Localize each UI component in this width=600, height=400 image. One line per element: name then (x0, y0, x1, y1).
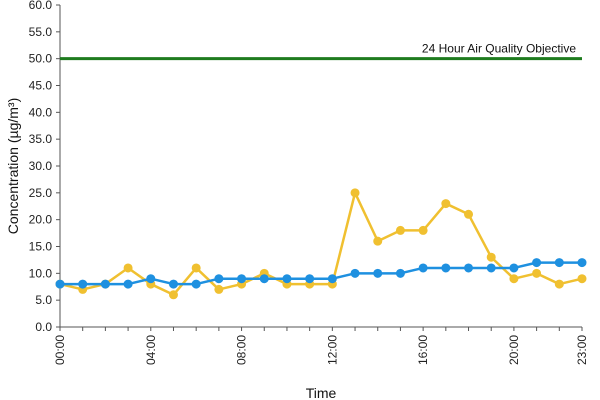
axes-layer: 0.0 5.0 10.0 15.0 20.0 25.0 30.0 35.0 40.0 45.0 50… (29, 0, 589, 365)
objective-label: 24 Hour Air Quality Objective (422, 42, 576, 56)
series-1-point (395, 225, 405, 235)
y-axis-title: Concentration (µg/m³) (5, 98, 21, 234)
series-1-point (373, 236, 383, 246)
series-2-point (55, 279, 65, 289)
series-2-point (554, 258, 564, 268)
series-2-point (100, 279, 110, 289)
series-2-line (60, 261, 582, 286)
series-1-point (418, 225, 428, 235)
series-2-point (577, 258, 587, 268)
series-2-point (350, 268, 360, 278)
series-1-point (191, 263, 201, 273)
series-1-point (441, 199, 451, 209)
series-1-point (350, 188, 360, 198)
series-1-point (532, 268, 542, 278)
series-2-point (168, 279, 178, 289)
series-1-line (59, 191, 583, 297)
series-2-point (373, 268, 383, 278)
x-tick-label: 16:00 (416, 335, 430, 365)
series-2-point (259, 274, 269, 284)
series-2-point (509, 263, 519, 273)
series-1-point (554, 279, 564, 289)
series-layer (55, 188, 587, 300)
y-tick-label: 20.0 (29, 213, 53, 227)
x-tick-label: 08:00 (235, 335, 249, 365)
x-tick-label: 00:00 (53, 335, 67, 365)
series-2-point (486, 263, 496, 273)
series-2-point (191, 279, 201, 289)
x-tick-label: 20:00 (507, 335, 521, 365)
y-tick-label: 10.0 (29, 266, 53, 280)
series-2-point (78, 279, 88, 289)
series-1-point (168, 290, 178, 300)
y-tick-label: 0.0 (35, 320, 52, 334)
y-tick-label: 30.0 (29, 159, 53, 173)
series-1-point (509, 274, 519, 284)
series-1-point (464, 209, 474, 219)
series-2-point (123, 279, 133, 289)
series-1-point (214, 284, 224, 294)
series-2-point (395, 268, 405, 278)
y-tick-label: 55.0 (29, 25, 53, 39)
y-tick-label: 35.0 (29, 132, 53, 146)
x-tick-label: 23:00 (575, 335, 589, 365)
y-tick-label: 45.0 (29, 79, 53, 93)
series-2-point (532, 258, 542, 268)
x-axis-title: Time (306, 385, 337, 400)
y-tick-label: 5.0 (35, 293, 52, 307)
series-2-point (305, 274, 315, 284)
series-2-point (146, 274, 156, 284)
series-2-point (464, 263, 474, 273)
series-2-point (282, 274, 292, 284)
series-1-point (123, 263, 133, 273)
series-2-point (418, 263, 428, 273)
y-tick-label: 40.0 (29, 105, 53, 119)
y-tick-label: 60.0 (29, 0, 53, 12)
y-tick-label: 15.0 (29, 240, 53, 254)
series-2-point (327, 274, 337, 284)
series-2-point (441, 263, 451, 273)
x-tick-label: 04:00 (144, 335, 158, 365)
series-2 (55, 258, 587, 289)
series-1-point (486, 252, 496, 262)
series-2-point (237, 274, 247, 284)
series-2-point (214, 274, 224, 284)
objective-layer: 24 Hour Air Quality Objective (60, 42, 582, 61)
y-tick-label: 25.0 (29, 186, 53, 200)
y-tick-label: 50.0 (29, 52, 53, 66)
x-tick-label: 12:00 (325, 335, 339, 365)
series-1-point (577, 274, 587, 284)
